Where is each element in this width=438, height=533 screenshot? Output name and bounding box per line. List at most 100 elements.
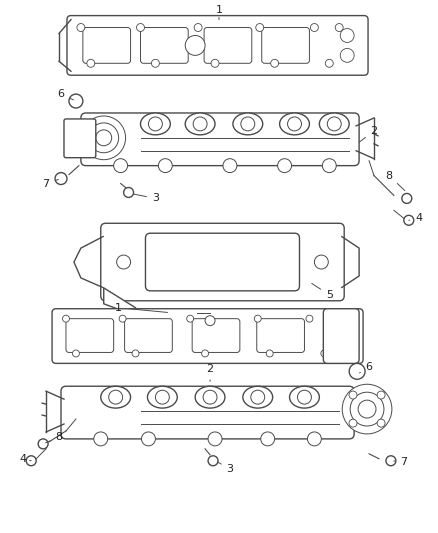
Circle shape <box>307 432 321 446</box>
Circle shape <box>63 315 70 322</box>
Circle shape <box>201 350 208 357</box>
Circle shape <box>349 391 357 399</box>
Ellipse shape <box>101 386 131 408</box>
Ellipse shape <box>233 113 263 135</box>
FancyBboxPatch shape <box>66 319 114 352</box>
Circle shape <box>137 23 145 31</box>
FancyBboxPatch shape <box>145 233 300 291</box>
Text: 1: 1 <box>215 5 223 20</box>
FancyBboxPatch shape <box>67 15 368 75</box>
Text: 3: 3 <box>218 462 233 474</box>
FancyBboxPatch shape <box>124 319 172 352</box>
Circle shape <box>271 59 279 67</box>
Circle shape <box>155 390 170 404</box>
Circle shape <box>297 390 311 404</box>
Circle shape <box>306 315 313 322</box>
Circle shape <box>402 193 412 204</box>
Text: 8: 8 <box>385 171 405 191</box>
Circle shape <box>266 350 273 357</box>
Circle shape <box>152 59 159 67</box>
Circle shape <box>349 364 365 379</box>
Text: 6: 6 <box>57 89 74 100</box>
FancyBboxPatch shape <box>323 309 359 364</box>
FancyBboxPatch shape <box>101 223 344 301</box>
Circle shape <box>117 255 131 269</box>
Circle shape <box>119 315 126 322</box>
FancyBboxPatch shape <box>141 28 188 63</box>
Circle shape <box>203 390 217 404</box>
Text: 5: 5 <box>312 284 333 300</box>
Circle shape <box>251 390 265 404</box>
Circle shape <box>114 159 127 173</box>
Circle shape <box>278 159 292 173</box>
Ellipse shape <box>195 386 225 408</box>
Circle shape <box>211 59 219 67</box>
Text: 8: 8 <box>46 432 63 443</box>
Ellipse shape <box>279 113 309 135</box>
Circle shape <box>241 117 255 131</box>
Circle shape <box>340 49 354 62</box>
Circle shape <box>26 456 36 466</box>
FancyBboxPatch shape <box>52 309 363 364</box>
Circle shape <box>208 456 218 466</box>
FancyBboxPatch shape <box>204 28 252 63</box>
Circle shape <box>288 117 301 131</box>
Circle shape <box>87 59 95 67</box>
Circle shape <box>132 350 139 357</box>
FancyBboxPatch shape <box>81 113 359 166</box>
FancyBboxPatch shape <box>262 28 309 63</box>
Circle shape <box>311 23 318 31</box>
Circle shape <box>335 23 343 31</box>
Circle shape <box>72 350 79 357</box>
Circle shape <box>377 391 385 399</box>
Circle shape <box>193 117 207 131</box>
Circle shape <box>386 456 396 466</box>
Circle shape <box>377 419 385 427</box>
Circle shape <box>38 439 48 449</box>
FancyBboxPatch shape <box>61 386 354 439</box>
Circle shape <box>69 94 83 108</box>
Circle shape <box>208 432 222 446</box>
Circle shape <box>77 23 85 31</box>
Circle shape <box>159 159 172 173</box>
Ellipse shape <box>319 113 349 135</box>
Circle shape <box>109 390 123 404</box>
Text: 4: 4 <box>409 213 422 223</box>
Polygon shape <box>104 288 135 316</box>
Circle shape <box>333 343 345 354</box>
FancyBboxPatch shape <box>257 319 304 352</box>
Circle shape <box>342 384 392 434</box>
Circle shape <box>256 23 264 31</box>
Ellipse shape <box>243 386 273 408</box>
Circle shape <box>261 432 275 446</box>
Circle shape <box>148 117 162 131</box>
Circle shape <box>185 36 205 55</box>
FancyBboxPatch shape <box>64 119 96 158</box>
Text: 1: 1 <box>115 303 168 313</box>
Circle shape <box>327 117 341 131</box>
Circle shape <box>321 350 328 357</box>
Circle shape <box>333 321 345 333</box>
Circle shape <box>141 432 155 446</box>
Ellipse shape <box>141 113 170 135</box>
Circle shape <box>82 116 126 160</box>
Circle shape <box>223 159 237 173</box>
Ellipse shape <box>290 386 319 408</box>
Text: 7: 7 <box>42 179 58 189</box>
Circle shape <box>94 432 108 446</box>
Text: 7: 7 <box>394 457 407 467</box>
Circle shape <box>205 316 215 326</box>
Circle shape <box>322 159 336 173</box>
Text: 2: 2 <box>359 126 378 142</box>
FancyBboxPatch shape <box>192 319 240 352</box>
Circle shape <box>254 315 261 322</box>
Circle shape <box>124 188 134 197</box>
Ellipse shape <box>148 386 177 408</box>
Text: 3: 3 <box>133 193 159 204</box>
Circle shape <box>404 215 414 225</box>
Circle shape <box>325 59 333 67</box>
Circle shape <box>349 419 357 427</box>
FancyBboxPatch shape <box>83 28 131 63</box>
Circle shape <box>194 23 202 31</box>
Circle shape <box>340 29 354 43</box>
